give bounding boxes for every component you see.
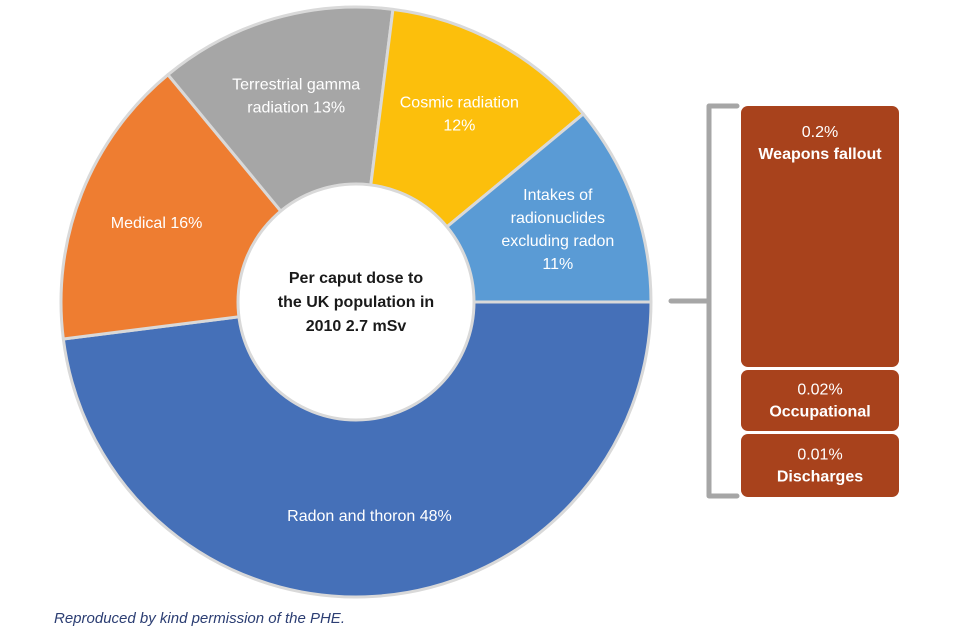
breakdown-percent: 0.2% xyxy=(802,124,838,141)
bracket-line xyxy=(706,103,740,499)
credit-note: Reproduced by kind permission of the PHE… xyxy=(54,610,345,627)
breakdown-percent: 0.02% xyxy=(797,382,842,399)
breakdown-box xyxy=(741,106,899,367)
center-label: Per caput dose to the UK population in 201… xyxy=(278,270,434,335)
slice-label-terrestrial-gamma-radiation: Terrestrial gamma radiation 13% xyxy=(232,77,360,117)
slice-label-cosmic-radiation: Cosmic radiation 12% xyxy=(400,95,519,135)
breakdown-box xyxy=(741,370,899,431)
breakdown-name: Discharges xyxy=(777,469,863,486)
breakdown-name: Weapons fallout xyxy=(758,146,882,163)
breakdown-percent: 0.01% xyxy=(797,447,842,464)
breakdown-box xyxy=(741,434,899,497)
breakdown-boxes: 0.2% Weapons fallout 0.02% Occupational 0.01… xyxy=(741,106,899,497)
breakdown-item-discharges: 0.01% Discharges xyxy=(741,434,899,497)
donut-center xyxy=(236,182,476,422)
slice-radon-and-thoron xyxy=(61,300,653,599)
slice-label-radon-and-thoron: Radon and thoron 48% xyxy=(287,508,452,525)
slice-label-intakes-of-radionuclides-excluding-radon: Intakes of radionuclides excluding radon 11… xyxy=(501,187,614,273)
breakdown-name: Occupational xyxy=(769,404,870,421)
slice-labels: Radon and thoron 48% Medical 16% Terrestri… xyxy=(111,77,615,526)
breakdown-bracket xyxy=(668,103,740,499)
breakdown-item-occupational: 0.02% Occupational xyxy=(741,370,899,431)
breakdown-item-weapons-fallout: 0.2% Weapons fallout xyxy=(741,106,899,367)
slice-label-medical: Medical 16% xyxy=(111,215,203,232)
center-label-text: Per caput dose to the UK population in 201… xyxy=(278,270,434,335)
